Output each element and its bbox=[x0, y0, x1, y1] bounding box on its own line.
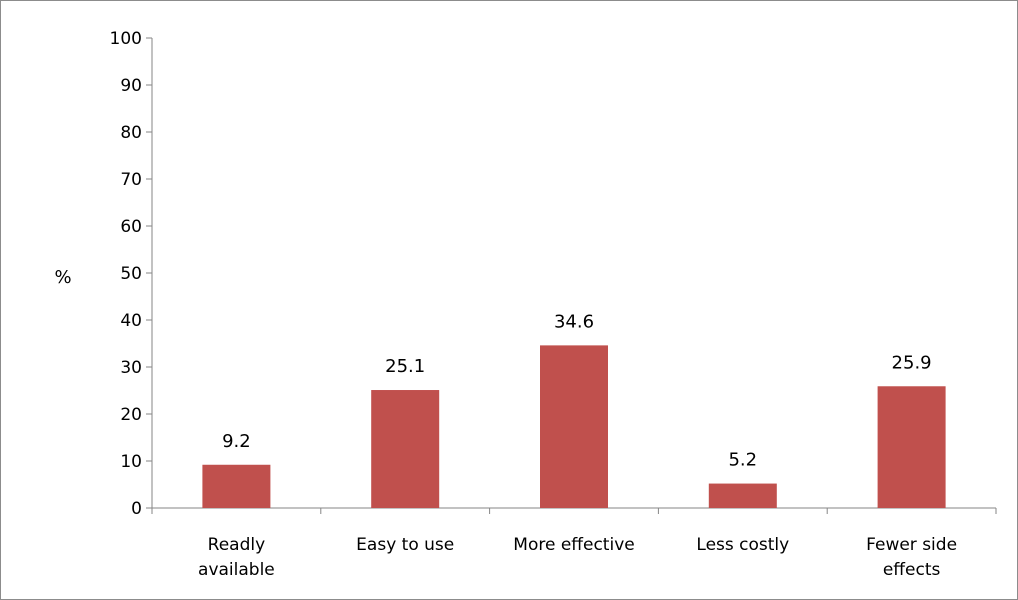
data-label: 34.6 bbox=[554, 311, 594, 332]
y-tick-label: 20 bbox=[120, 405, 142, 425]
y-tick-label: 80 bbox=[120, 123, 142, 143]
data-label: 25.9 bbox=[892, 352, 932, 373]
y-tick-label: 70 bbox=[120, 170, 142, 190]
y-tick-label: 90 bbox=[120, 76, 142, 96]
category-labels: Readly available Easy to use More effective… bbox=[198, 535, 957, 580]
data-label: 9.2 bbox=[222, 431, 251, 452]
y-tick-label: 0 bbox=[131, 499, 142, 519]
y-tick-label: 40 bbox=[120, 311, 142, 331]
category-label: effects bbox=[883, 560, 941, 580]
y-axis-ticks: 0 10 20 30 40 50 60 70 80 90 100 bbox=[110, 29, 152, 519]
bars bbox=[202, 345, 946, 508]
y-tick-label: 100 bbox=[110, 29, 142, 49]
y-tick-label: 50 bbox=[120, 264, 142, 284]
bar bbox=[877, 386, 946, 508]
y-tick-label: 60 bbox=[120, 217, 142, 237]
y-tick-label: 10 bbox=[120, 452, 142, 472]
bar bbox=[708, 483, 777, 508]
y-tick-label: 30 bbox=[120, 358, 142, 378]
bar bbox=[540, 345, 608, 508]
data-label: 5.2 bbox=[728, 450, 757, 471]
data-labels: 9.2 25.1 34.6 5.2 25.9 bbox=[222, 311, 932, 470]
category-label: More effective bbox=[513, 535, 634, 555]
category-label: Fewer side bbox=[866, 535, 957, 555]
data-label: 25.1 bbox=[385, 356, 425, 377]
category-label: Readly bbox=[208, 535, 266, 555]
bar bbox=[202, 464, 271, 508]
bar bbox=[371, 390, 440, 508]
x-axis-ticks bbox=[151, 508, 997, 514]
category-label: Less costly bbox=[696, 535, 789, 555]
category-label: available bbox=[198, 560, 275, 580]
category-label: Easy to use bbox=[356, 535, 454, 555]
y-axis-label: % bbox=[54, 267, 71, 288]
